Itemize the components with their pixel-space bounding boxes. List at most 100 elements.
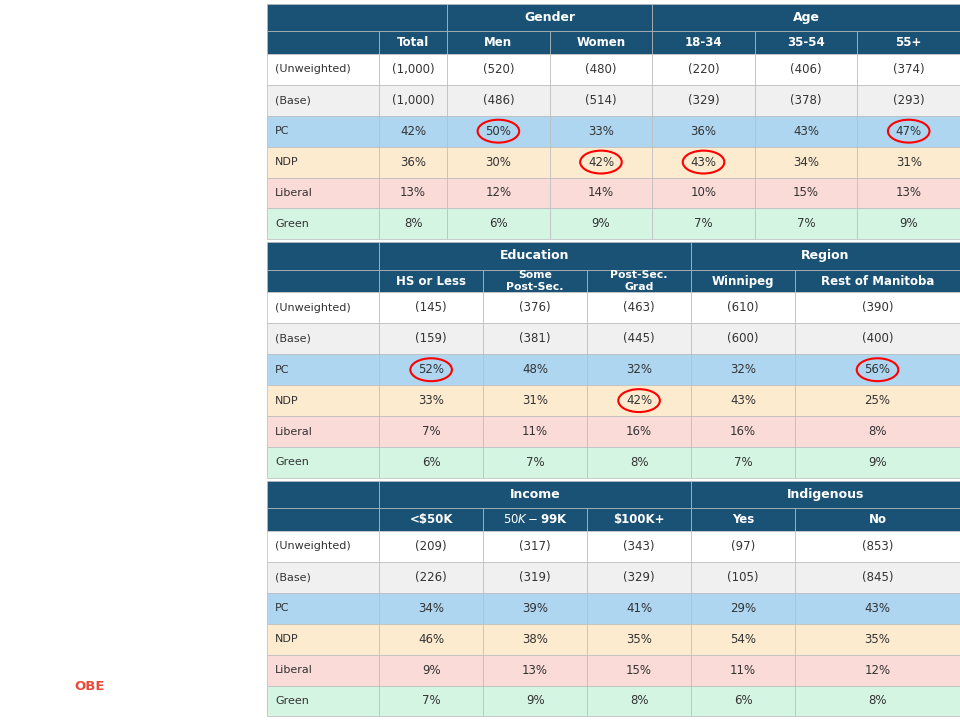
Text: 32%: 32% bbox=[730, 363, 756, 377]
Text: 41%: 41% bbox=[626, 602, 652, 615]
Text: (293): (293) bbox=[893, 94, 924, 107]
Text: 35%: 35% bbox=[626, 633, 652, 646]
Text: (159): (159) bbox=[416, 333, 447, 346]
Bar bbox=[691, 562, 795, 593]
Bar bbox=[795, 323, 960, 354]
Bar bbox=[483, 269, 588, 292]
Bar bbox=[691, 416, 795, 447]
Bar bbox=[857, 208, 960, 239]
Bar bbox=[267, 354, 379, 385]
Text: 7%: 7% bbox=[733, 456, 753, 469]
Text: 29%: 29% bbox=[730, 602, 756, 615]
Bar bbox=[379, 354, 483, 385]
Bar bbox=[447, 147, 550, 178]
Bar bbox=[379, 147, 447, 178]
Text: (514): (514) bbox=[586, 94, 616, 107]
Text: Rest of Manitoba: Rest of Manitoba bbox=[821, 274, 934, 287]
Text: Women: Women bbox=[576, 36, 626, 49]
Bar bbox=[691, 242, 960, 269]
Bar bbox=[447, 178, 550, 208]
Bar bbox=[691, 654, 795, 685]
Bar bbox=[755, 147, 857, 178]
Text: 16%: 16% bbox=[730, 425, 756, 438]
Bar bbox=[691, 385, 795, 416]
Bar bbox=[588, 685, 691, 716]
Text: 13%: 13% bbox=[400, 186, 426, 199]
Text: (97): (97) bbox=[731, 540, 756, 553]
Text: Liberal: Liberal bbox=[276, 426, 313, 436]
Bar bbox=[447, 54, 550, 85]
Text: Liberal: Liberal bbox=[276, 665, 313, 675]
Bar bbox=[795, 385, 960, 416]
Bar bbox=[550, 208, 652, 239]
Text: 30%: 30% bbox=[486, 156, 512, 168]
Text: Region: Region bbox=[802, 249, 850, 262]
Bar bbox=[447, 208, 550, 239]
Text: (329): (329) bbox=[623, 571, 655, 584]
Text: 9%: 9% bbox=[591, 217, 611, 230]
Bar bbox=[267, 116, 379, 147]
Bar bbox=[267, 292, 379, 323]
Bar bbox=[483, 531, 588, 562]
Bar bbox=[652, 178, 755, 208]
Text: 36%: 36% bbox=[400, 156, 426, 168]
Bar bbox=[379, 178, 447, 208]
Bar bbox=[267, 593, 379, 624]
Bar bbox=[267, 242, 379, 269]
Text: (480): (480) bbox=[586, 63, 616, 76]
Text: 34%: 34% bbox=[793, 156, 819, 168]
Text: 38%: 38% bbox=[522, 633, 548, 646]
Text: Decided and leading voters. Valid
responses only, DK/NS removed: Decided and leading voters. Valid respon… bbox=[27, 565, 191, 588]
Text: Gender: Gender bbox=[524, 11, 575, 24]
Bar bbox=[795, 685, 960, 716]
Text: (853): (853) bbox=[862, 540, 893, 553]
Bar bbox=[267, 85, 379, 116]
Bar bbox=[483, 654, 588, 685]
Text: (486): (486) bbox=[483, 94, 515, 107]
Text: 39%: 39% bbox=[522, 602, 548, 615]
Text: 8%: 8% bbox=[868, 695, 887, 708]
Bar bbox=[550, 85, 652, 116]
Text: Green: Green bbox=[276, 219, 309, 229]
Text: Green: Green bbox=[276, 457, 309, 467]
Text: 42%: 42% bbox=[588, 156, 614, 168]
Bar bbox=[588, 323, 691, 354]
Text: (400): (400) bbox=[862, 333, 893, 346]
Bar bbox=[795, 416, 960, 447]
Bar bbox=[691, 269, 795, 292]
Bar bbox=[550, 116, 652, 147]
Bar bbox=[857, 31, 960, 54]
Text: (Unweighted): (Unweighted) bbox=[276, 64, 351, 74]
Bar bbox=[588, 354, 691, 385]
Bar bbox=[379, 654, 483, 685]
Bar bbox=[691, 624, 795, 654]
Text: 56%: 56% bbox=[865, 363, 891, 377]
Text: 12%: 12% bbox=[486, 186, 512, 199]
Text: Post-Sec.
Grad: Post-Sec. Grad bbox=[611, 271, 668, 292]
Bar bbox=[755, 178, 857, 208]
Text: $50K-$99K: $50K-$99K bbox=[503, 513, 567, 526]
Bar bbox=[267, 447, 379, 478]
Bar bbox=[691, 508, 795, 531]
Bar bbox=[652, 147, 755, 178]
Bar bbox=[379, 385, 483, 416]
Text: 8%: 8% bbox=[630, 456, 648, 469]
Bar bbox=[483, 562, 588, 593]
Text: 52%: 52% bbox=[419, 363, 444, 377]
Text: (220): (220) bbox=[687, 63, 719, 76]
Text: Yes: Yes bbox=[732, 513, 755, 526]
Bar bbox=[795, 593, 960, 624]
Text: 15%: 15% bbox=[793, 186, 819, 199]
Text: 32%: 32% bbox=[626, 363, 652, 377]
Bar bbox=[795, 447, 960, 478]
Text: 7%: 7% bbox=[421, 425, 441, 438]
Bar bbox=[588, 292, 691, 323]
Bar bbox=[267, 208, 379, 239]
Text: 43%: 43% bbox=[730, 394, 756, 407]
Text: 6%: 6% bbox=[733, 695, 753, 708]
Bar bbox=[652, 4, 960, 31]
Bar bbox=[652, 208, 755, 239]
Text: (406): (406) bbox=[790, 63, 822, 76]
Text: 43%: 43% bbox=[690, 156, 716, 168]
Bar bbox=[483, 385, 588, 416]
